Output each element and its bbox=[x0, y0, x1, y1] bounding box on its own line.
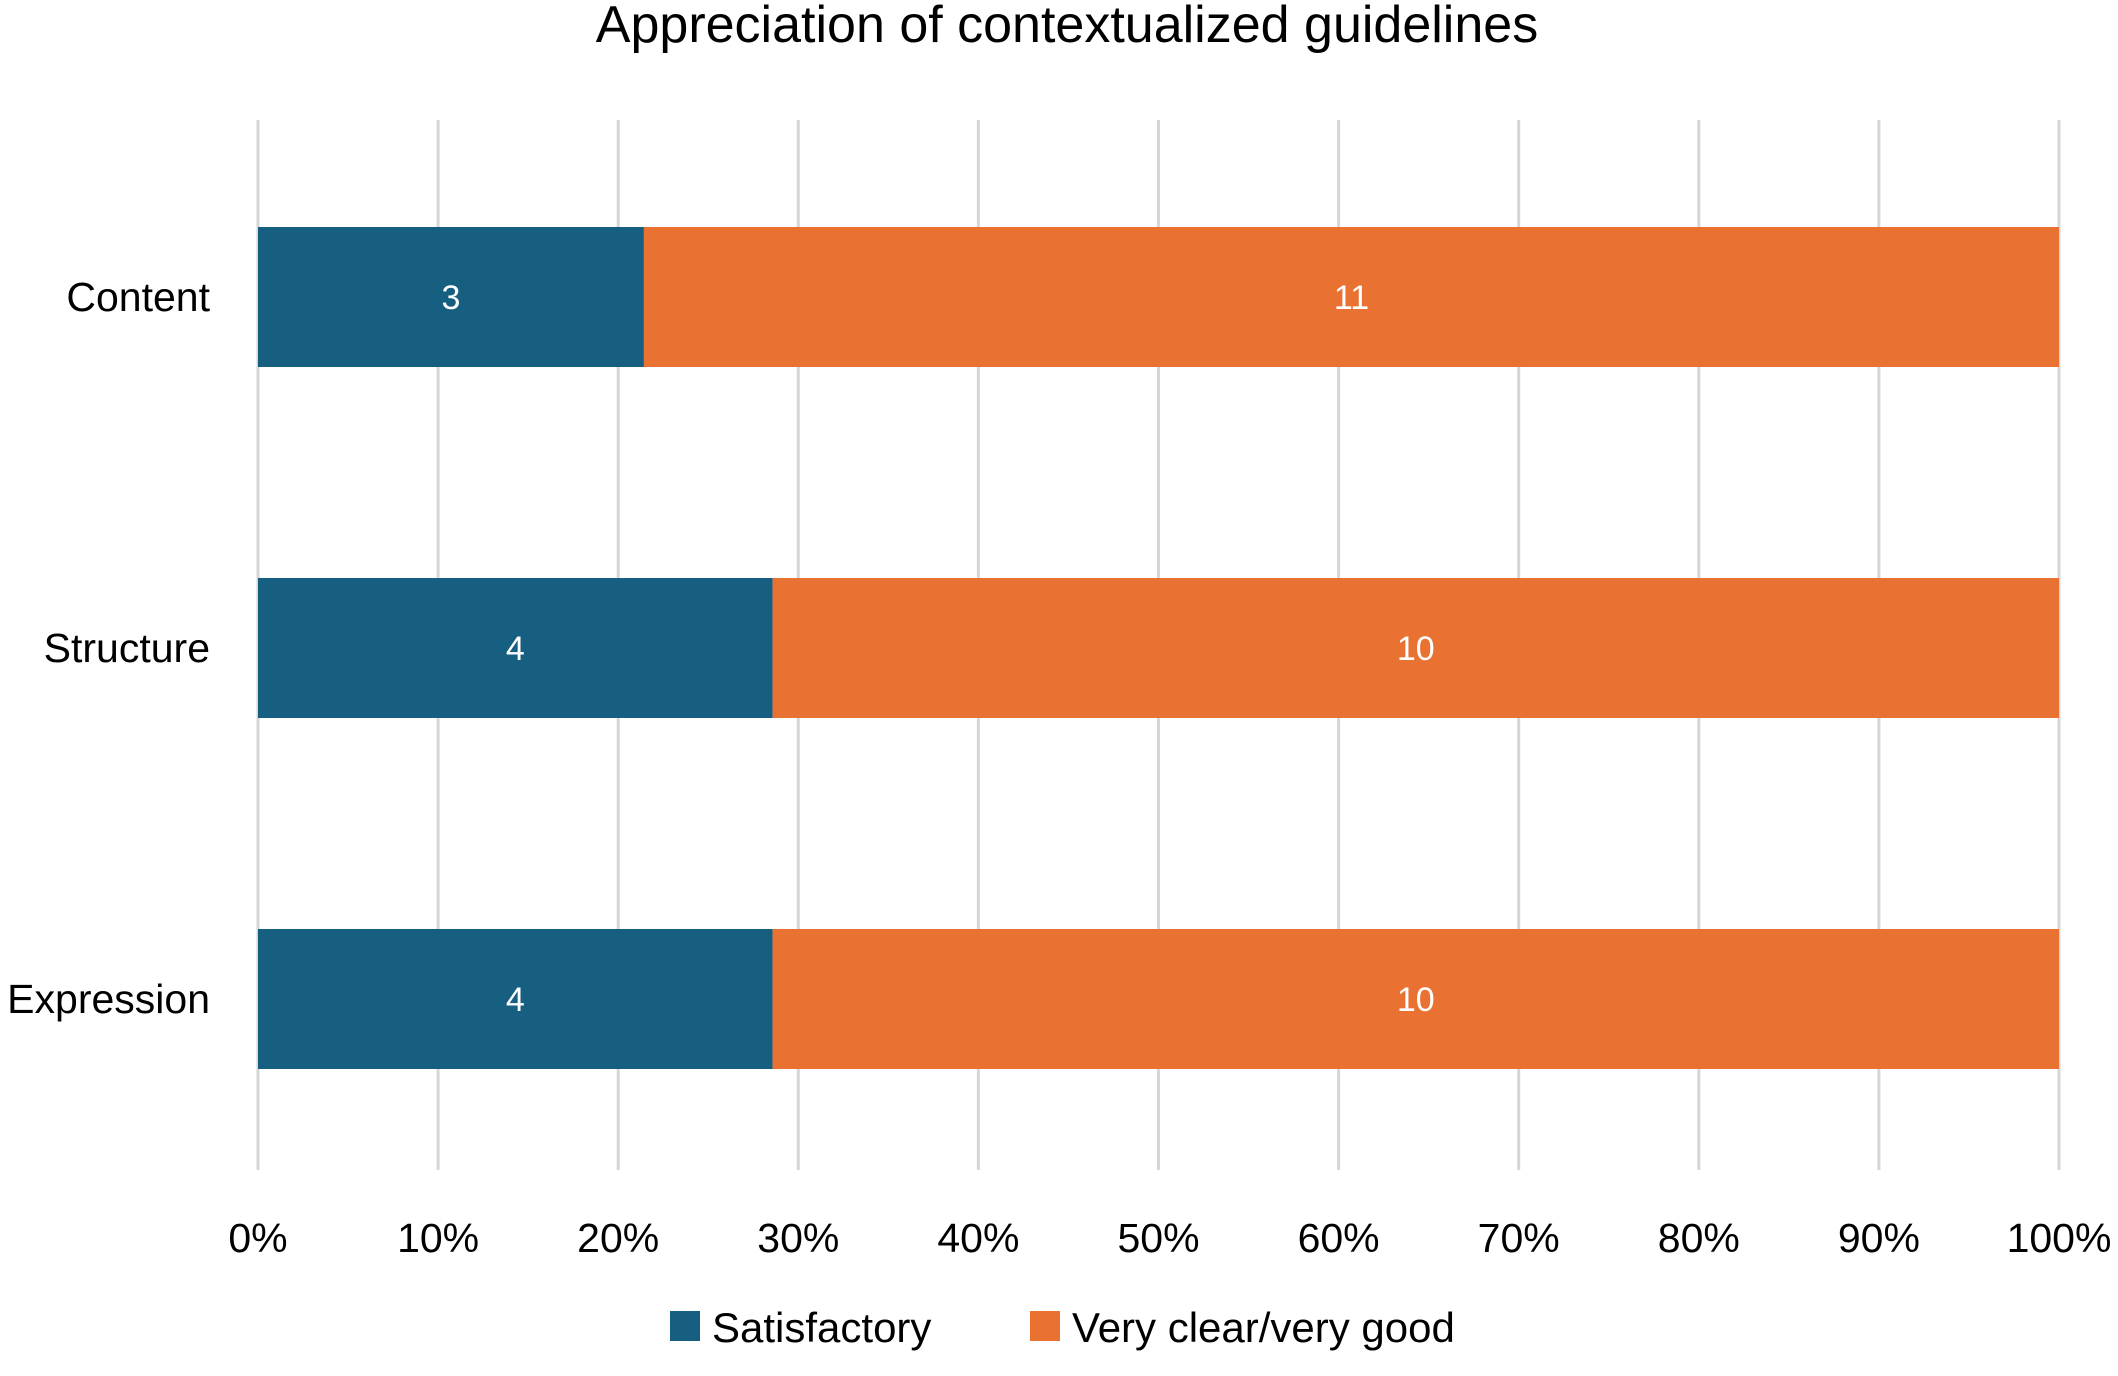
x-tick-label: 100% bbox=[2007, 1215, 2112, 1261]
category-label: Content bbox=[66, 274, 210, 320]
value-axis: 0% 10% 20% 30% 40% 50% 60% 70% 80% 90% 100% bbox=[228, 1215, 2111, 1261]
x-tick-label: 40% bbox=[937, 1215, 1019, 1261]
data-label: 4 bbox=[506, 630, 525, 668]
x-tick-label: 80% bbox=[1658, 1215, 1740, 1261]
legend: Satisfactory Very clear/very good bbox=[670, 1304, 1455, 1351]
category-label: Structure bbox=[44, 625, 210, 671]
x-tick-label: 30% bbox=[757, 1215, 839, 1261]
bars bbox=[258, 227, 2059, 1069]
x-tick-label: 0% bbox=[228, 1215, 287, 1261]
data-label: 4 bbox=[506, 981, 525, 1019]
data-label: 10 bbox=[1397, 630, 1435, 668]
legend-swatch bbox=[1030, 1311, 1060, 1341]
legend-label: Satisfactory bbox=[712, 1304, 931, 1351]
x-tick-label: 90% bbox=[1838, 1215, 1920, 1261]
chart-title: Appreciation of contextualized guideline… bbox=[596, 0, 1538, 54]
category-label: Expression bbox=[7, 976, 210, 1022]
data-label: 3 bbox=[442, 279, 461, 317]
bar-segment bbox=[258, 227, 644, 367]
bar-segment bbox=[643, 227, 2059, 367]
bar-segment bbox=[772, 929, 2059, 1069]
bar-segment bbox=[258, 929, 773, 1069]
bar-segment bbox=[772, 578, 2059, 718]
x-tick-label: 70% bbox=[1478, 1215, 1560, 1261]
x-tick-label: 50% bbox=[1117, 1215, 1199, 1261]
data-labels: 3 11 4 10 4 10 bbox=[442, 279, 1435, 1019]
legend-label: Very clear/very good bbox=[1072, 1304, 1455, 1351]
x-tick-label: 20% bbox=[577, 1215, 659, 1261]
data-label: 10 bbox=[1397, 981, 1435, 1019]
category-axis: Content Structure Expression bbox=[7, 274, 210, 1022]
bar-segment bbox=[258, 578, 773, 718]
data-label: 11 bbox=[1334, 279, 1369, 317]
legend-swatch bbox=[670, 1311, 700, 1341]
x-tick-label: 10% bbox=[397, 1215, 479, 1261]
x-tick-label: 60% bbox=[1298, 1215, 1380, 1261]
